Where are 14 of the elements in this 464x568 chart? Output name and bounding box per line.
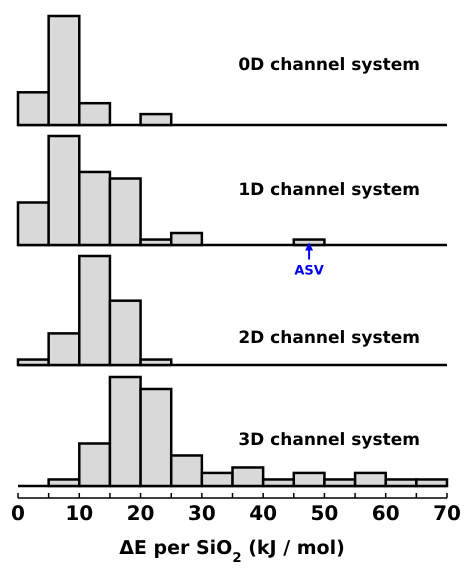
x-tick-label: 30 [188,501,216,525]
text: 2D channel system [238,328,420,348]
x-tick-label: 50 [310,501,338,525]
x-tick-label: 40 [249,501,278,525]
x-tick-label: 60 [372,501,400,525]
x-tick-label: 0 [11,501,25,525]
text: 1D channel system [238,180,420,200]
x-axis-title: ΔE per SiO$_{2}$ (kJ / mol) [119,537,345,566]
x-tick-label: 10 [65,501,94,525]
x-tick-label: 20 [126,501,154,525]
x-tick-label: 70 [433,501,461,525]
text: 3D channel system [238,430,420,450]
annotation: ASV [294,264,324,279]
text: 0D channel system [238,55,420,75]
